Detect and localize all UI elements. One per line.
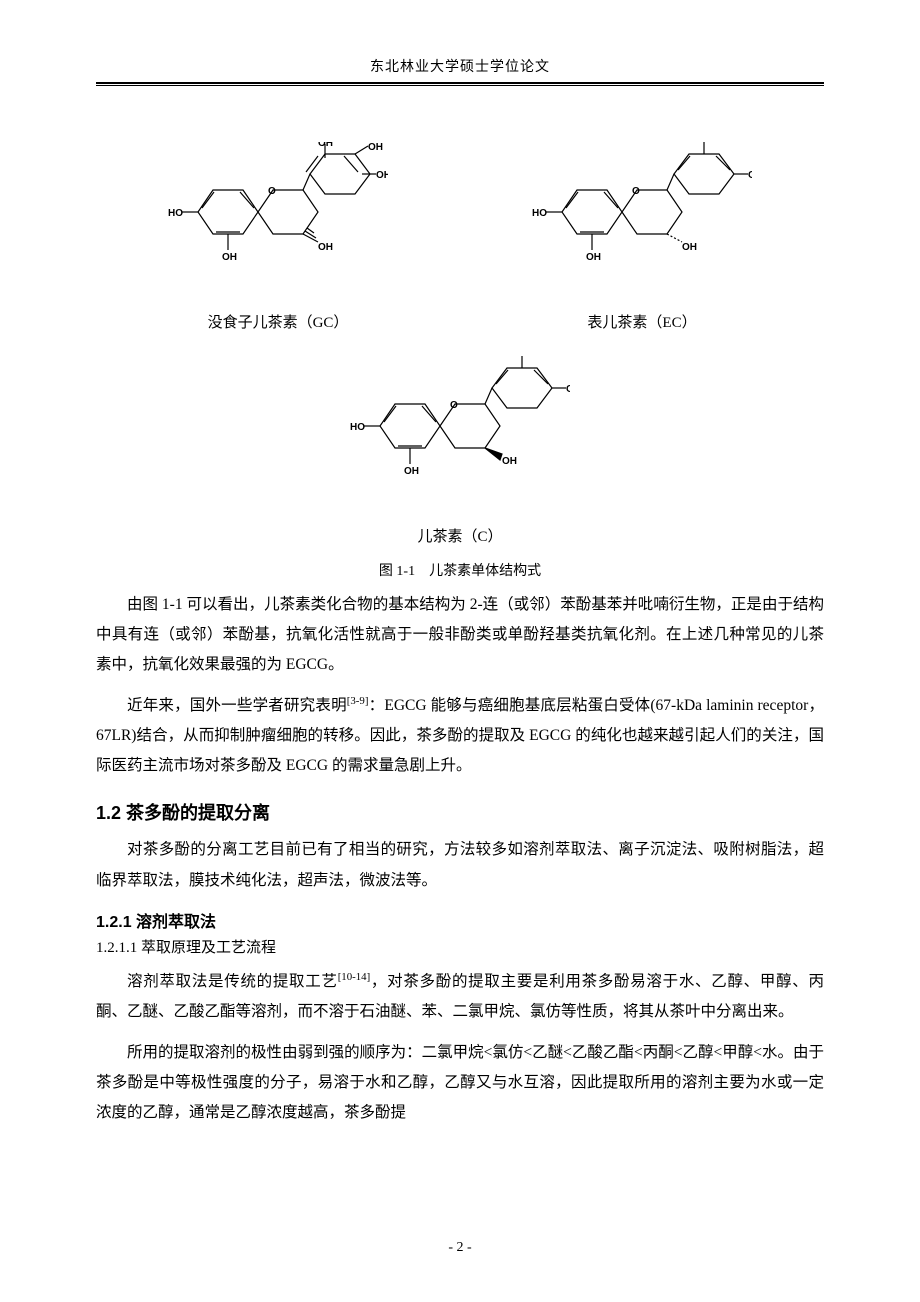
paragraph-3: 对茶多酚的分离工艺目前已有了相当的研究，方法较多如溶剂萃取法、离子沉淀法、吸附树… — [96, 835, 824, 895]
molecule-gc: HO OH O OH OH OH OH 没食子儿茶素（GC） — [96, 142, 460, 332]
svg-text:O: O — [268, 186, 276, 197]
p4-citation: [10-14] — [338, 971, 371, 983]
molecule-c: HO OH O OH OH OH 儿茶素（C） 图 1-1 儿茶素单体结构式 — [96, 356, 824, 580]
molecule-c-svg: HO OH O OH OH OH — [350, 356, 570, 496]
p2-citation: [3-9] — [347, 695, 369, 707]
svg-text:OH: OH — [514, 356, 529, 359]
svg-text:OH: OH — [376, 170, 388, 181]
paragraph-1: 由图 1-1 可以看出，儿茶素类化合物的基本结构为 2-连（或邻）苯酚基苯并吡喃… — [96, 590, 824, 681]
page-number: - 2 - — [0, 1240, 920, 1256]
svg-text:OH: OH — [696, 142, 711, 145]
svg-text:OH: OH — [586, 252, 601, 263]
svg-text:OH: OH — [368, 142, 383, 153]
svg-text:OH: OH — [222, 252, 237, 263]
heading-1-2-1-1: 1.2.1.1 萃取原理及工艺流程 — [96, 936, 824, 957]
svg-text:HO: HO — [168, 208, 183, 219]
svg-text:OH: OH — [748, 170, 752, 181]
svg-text:OH: OH — [502, 456, 517, 467]
svg-text:HO: HO — [350, 422, 365, 433]
paragraph-5: 所用的提取溶剂的极性由弱到强的顺序为：二氯甲烷<氯仿<乙醚<乙酸乙酯<丙酮<乙醇… — [96, 1038, 824, 1129]
svg-text:O: O — [632, 186, 640, 197]
molecule-c-label: 儿茶素（C） — [96, 525, 824, 546]
p4-pre: 溶剂萃取法是传统的提取工艺 — [127, 973, 338, 990]
svg-text:HO: HO — [532, 208, 547, 219]
svg-text:OH: OH — [318, 142, 333, 149]
molecule-ec-label: 表儿茶素（EC） — [460, 311, 824, 332]
svg-text:OH: OH — [566, 384, 570, 395]
figure-caption: 图 1-1 儿茶素单体结构式 — [96, 560, 824, 580]
svg-text:OH: OH — [318, 242, 333, 253]
svg-text:OH: OH — [404, 466, 419, 477]
header-rule — [96, 82, 824, 86]
paragraph-4: 溶剂萃取法是传统的提取工艺[10-14]，对茶多酚的提取主要是利用茶多酚易溶于水… — [96, 967, 824, 1028]
paragraph-2: 近年来，国外一些学者研究表明[3-9]：EGCG 能够与癌细胞基底层粘蛋白受体(… — [96, 691, 824, 782]
heading-1-2: 1.2 茶多酚的提取分离 — [96, 799, 824, 825]
p2-pre: 近年来，国外一些学者研究表明 — [127, 697, 347, 714]
molecule-ec-svg: HO OH O OH OH OH — [532, 142, 752, 282]
heading-1-2-1: 1.2.1 溶剂萃取法 — [96, 908, 824, 932]
molecule-ec: HO OH O OH OH OH 表儿茶素（EC） — [460, 142, 824, 332]
svg-text:OH: OH — [682, 242, 697, 253]
figure-row-top: HO OH O OH OH OH OH 没食子儿茶素（GC） — [96, 142, 824, 332]
running-header: 东北林业大学硕士学位论文 — [96, 56, 824, 76]
svg-text:O: O — [450, 400, 458, 411]
molecule-gc-svg: HO OH O OH OH OH OH — [168, 142, 388, 282]
molecule-gc-label: 没食子儿茶素（GC） — [96, 311, 460, 332]
